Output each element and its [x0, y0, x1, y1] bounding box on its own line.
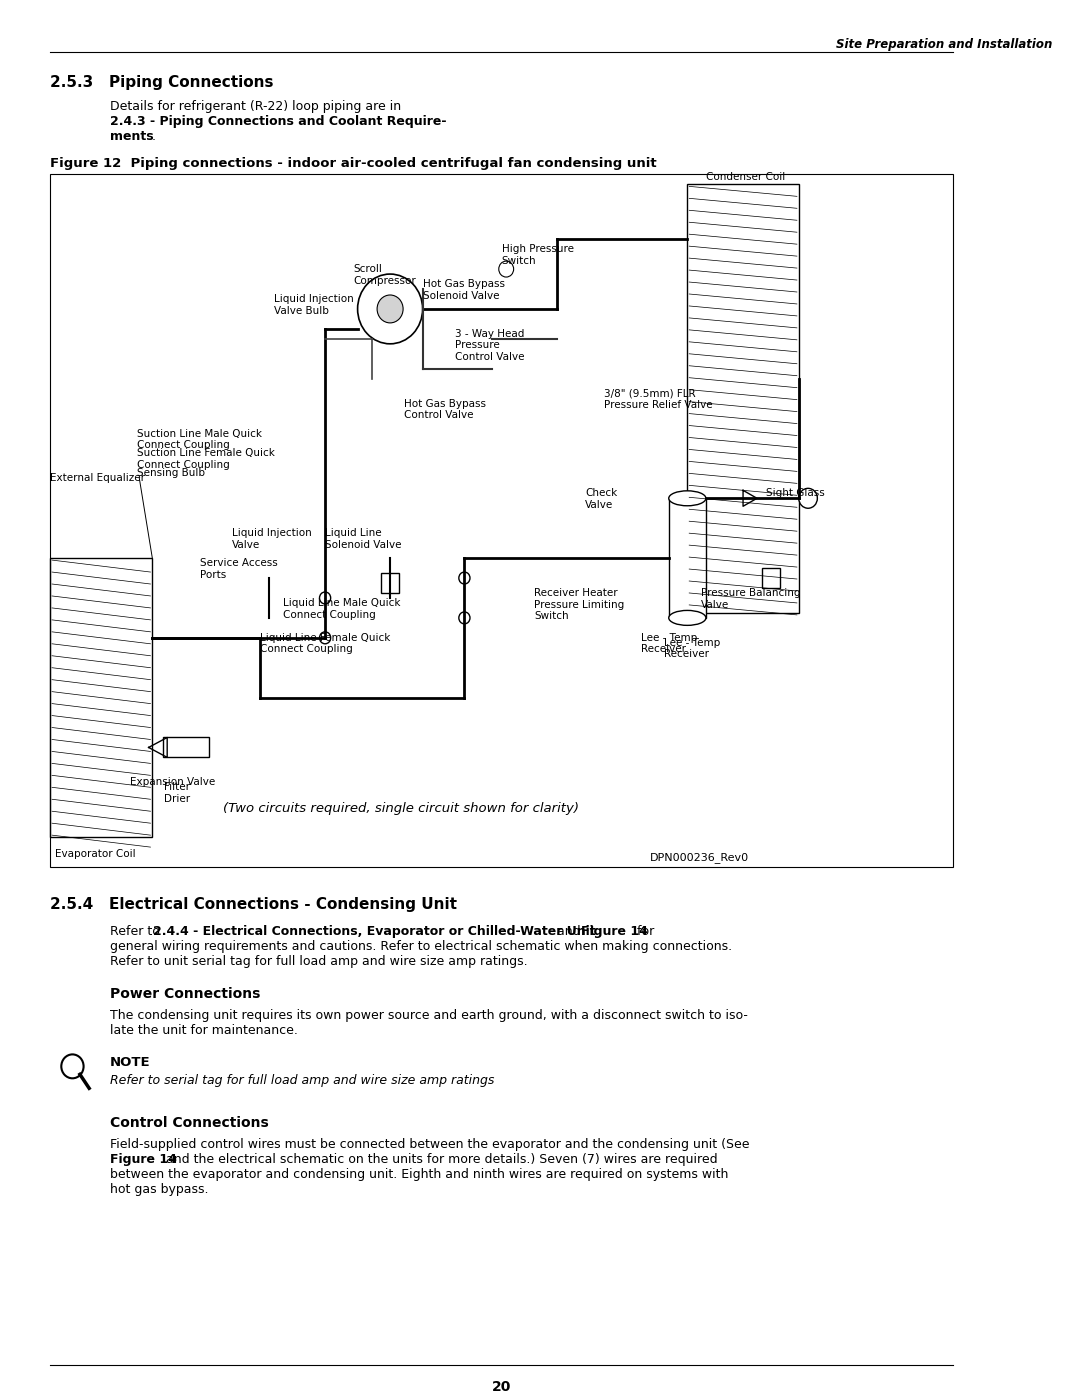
Ellipse shape — [669, 610, 706, 626]
Bar — [761, 569, 780, 588]
Text: for: for — [633, 925, 653, 937]
Circle shape — [459, 571, 470, 584]
Text: DPN000236_Rev0: DPN000236_Rev0 — [650, 852, 750, 863]
Text: Suction Line Male Quick
Connect Coupling: Suction Line Male Quick Connect Coupling — [137, 429, 262, 450]
Bar — [50, 557, 152, 837]
Text: Details for refrigerant (R-22) loop piping are in: Details for refrigerant (R-22) loop pipi… — [109, 99, 405, 113]
Circle shape — [499, 261, 514, 277]
Text: 2.5.3   Piping Connections: 2.5.3 Piping Connections — [50, 75, 273, 89]
Text: 3 - Way Head
Pressure
Control Valve: 3 - Way Head Pressure Control Valve — [455, 328, 525, 362]
Text: Control Connections: Control Connections — [109, 1116, 268, 1130]
Text: Refer to: Refer to — [109, 925, 163, 937]
Text: Hot Gas Bypass
Control Valve: Hot Gas Bypass Control Valve — [404, 398, 486, 420]
Text: 2.5.4   Electrical Connections - Condensing Unit: 2.5.4 Electrical Connections - Condensin… — [50, 897, 457, 912]
Text: Figure 12  Piping connections - indoor air-cooled centrifugal fan condensing uni: Figure 12 Piping connections - indoor ai… — [50, 158, 657, 170]
Text: 20: 20 — [491, 1380, 511, 1394]
Bar — [381, 573, 400, 592]
Bar — [50, 175, 953, 868]
Circle shape — [799, 489, 818, 509]
Bar — [669, 499, 706, 617]
Text: Evaporator Coil: Evaporator Coil — [55, 849, 135, 859]
Bar — [163, 738, 210, 757]
Ellipse shape — [669, 490, 706, 506]
Text: NOTE: NOTE — [109, 1056, 150, 1069]
Bar — [687, 184, 799, 613]
Circle shape — [357, 274, 422, 344]
Text: The condensing unit requires its own power source and earth ground, with a disco: The condensing unit requires its own pow… — [109, 1009, 747, 1021]
Text: Lee - Temp
Receiver: Lee - Temp Receiver — [640, 633, 697, 654]
Text: External Equalizer: External Equalizer — [50, 474, 145, 483]
Text: Sensing Bulb: Sensing Bulb — [137, 468, 205, 478]
Text: and the electrical schematic on the units for more details.) Seven (7) wires are: and the electrical schematic on the unit… — [162, 1153, 717, 1166]
Text: Site Preparation and Installation: Site Preparation and Installation — [836, 38, 1052, 50]
Text: High Pressure
Switch: High Pressure Switch — [501, 244, 573, 265]
Text: Figure 14: Figure 14 — [109, 1153, 176, 1166]
Text: Refer to serial tag for full load amp and wire size amp ratings: Refer to serial tag for full load amp an… — [109, 1074, 494, 1087]
Text: Service Access
Ports: Service Access Ports — [200, 557, 278, 580]
Text: Liquid Line Male Quick
Connect Coupling: Liquid Line Male Quick Connect Coupling — [283, 598, 401, 619]
Circle shape — [62, 1055, 83, 1078]
Text: between the evaporator and condensing unit. Eighth and ninth wires are required : between the evaporator and condensing un… — [109, 1168, 728, 1180]
Text: Check
Valve: Check Valve — [585, 489, 618, 510]
Text: Scroll
Compressor: Scroll Compressor — [353, 264, 416, 286]
Text: Power Connections: Power Connections — [109, 986, 260, 1000]
Circle shape — [320, 592, 330, 604]
Text: Refer to unit serial tag for full load amp and wire size amp ratings.: Refer to unit serial tag for full load a… — [109, 954, 527, 968]
Text: Hot Gas Bypass
Solenoid Valve: Hot Gas Bypass Solenoid Valve — [422, 279, 504, 300]
Text: Field-supplied control wires must be connected between the evaporator and the co: Field-supplied control wires must be con… — [109, 1139, 750, 1151]
Text: Sight Glass: Sight Glass — [767, 489, 825, 499]
Text: Liquid Injection
Valve Bulb: Liquid Injection Valve Bulb — [274, 293, 354, 316]
Text: Condenser Coil: Condenser Coil — [706, 172, 785, 183]
Text: Filter
Drier: Filter Drier — [164, 782, 190, 803]
Text: 3/8" (9.5mm) FLR
Pressure Relief Valve: 3/8" (9.5mm) FLR Pressure Relief Valve — [604, 388, 713, 411]
Text: general wiring requirements and cautions. Refer to electrical schematic when mak: general wiring requirements and cautions… — [109, 940, 732, 953]
Text: .: . — [151, 130, 156, 142]
Text: Liquid Injection
Valve: Liquid Injection Valve — [232, 528, 312, 550]
Circle shape — [377, 295, 403, 323]
Text: 2.4.4 - Electrical Connections, Evaporator or Chilled-Water Unit: 2.4.4 - Electrical Connections, Evaporat… — [153, 925, 596, 937]
Text: (Two circuits required, single circuit shown for clarity): (Two circuits required, single circuit s… — [222, 802, 579, 816]
Text: ments: ments — [109, 130, 153, 142]
Text: Liquid Line Female Quick
Connect Coupling: Liquid Line Female Quick Connect Couplin… — [260, 633, 391, 654]
Text: Receiver Heater
Pressure Limiting
Switch: Receiver Heater Pressure Limiting Switch — [535, 588, 624, 622]
Text: Figure 14: Figure 14 — [581, 925, 647, 937]
Text: Expansion Valve: Expansion Valve — [130, 777, 215, 788]
Circle shape — [459, 612, 470, 624]
Text: hot gas bypass.: hot gas bypass. — [109, 1183, 208, 1196]
Circle shape — [320, 631, 330, 644]
Text: Lee - Temp
Receiver: Lee - Temp Receiver — [664, 638, 720, 659]
Text: 2.4.3 - Piping Connections and Coolant Require-: 2.4.3 - Piping Connections and Coolant R… — [109, 115, 446, 127]
Text: late the unit for maintenance.: late the unit for maintenance. — [109, 1024, 297, 1037]
Text: and: and — [553, 925, 584, 937]
Text: Liquid Line
Solenoid Valve: Liquid Line Solenoid Valve — [325, 528, 402, 550]
Text: Suction Line Female Quick
Connect Coupling: Suction Line Female Quick Connect Coupli… — [137, 448, 275, 469]
Text: Pressure Balancing
Valve: Pressure Balancing Valve — [701, 588, 800, 609]
